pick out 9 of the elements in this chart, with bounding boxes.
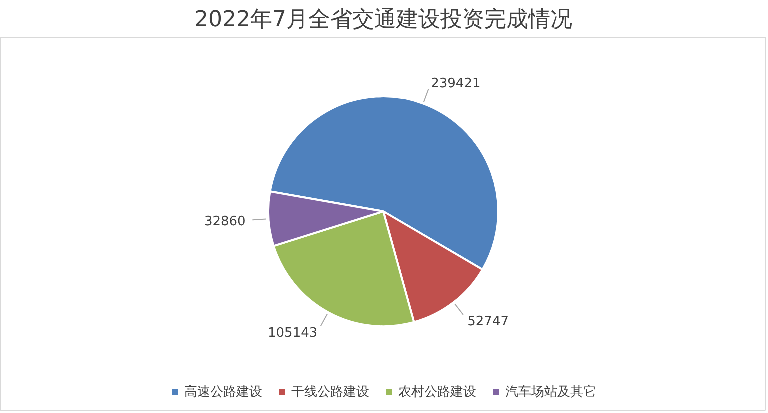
data-label: 105143 bbox=[268, 326, 318, 342]
legend-label: 高速公路建设 bbox=[184, 384, 262, 401]
legend-label: 干线公路建设 bbox=[292, 384, 370, 401]
legend-label: 汽车场站及其它 bbox=[506, 384, 596, 401]
data-label: 32860 bbox=[204, 214, 246, 230]
chart-title: 2022年7月全省交通建设投资完成情况 bbox=[194, 8, 573, 32]
data-label: 239421 bbox=[431, 76, 481, 92]
legend-label: 农村公路建设 bbox=[398, 384, 476, 401]
data-label: 52747 bbox=[468, 314, 509, 330]
